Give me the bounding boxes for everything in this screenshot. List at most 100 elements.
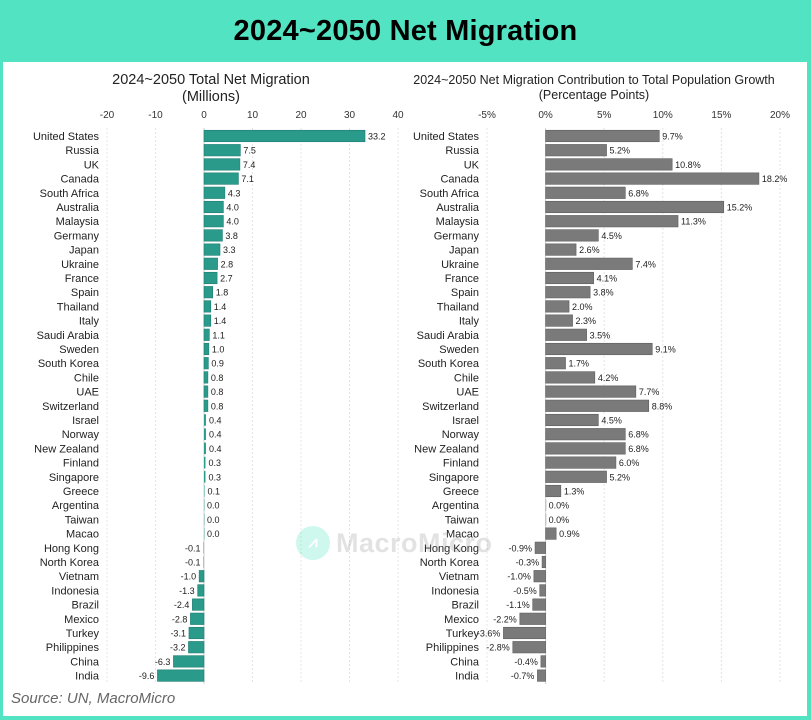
data-label: 3.5% [590, 330, 611, 340]
bar [545, 527, 557, 540]
data-label: 3.3 [223, 245, 236, 255]
bar [545, 499, 547, 511]
data-label: 0.4 [209, 444, 222, 454]
category-label: Vietnam [439, 571, 479, 583]
bar [203, 286, 214, 299]
bar [204, 499, 205, 511]
data-label: 9.1% [655, 345, 676, 355]
category-label: China [450, 656, 480, 668]
data-label: 7.4 [243, 160, 256, 170]
bar [545, 257, 633, 270]
category-label: New Zealand [34, 443, 99, 455]
category-label: Philippines [46, 642, 100, 654]
bar [204, 456, 206, 469]
bar [545, 243, 577, 256]
bar [173, 655, 205, 668]
category-label: New Zealand [414, 443, 479, 455]
category-label: Macao [446, 529, 479, 541]
data-label: -1.3 [179, 586, 195, 596]
category-label: United States [33, 131, 100, 143]
category-label: Japan [69, 245, 99, 257]
data-label: -0.7% [511, 671, 535, 681]
category-label: Brazil [451, 600, 479, 612]
bar [545, 357, 566, 370]
bar [203, 385, 209, 398]
category-label: Chile [74, 372, 99, 384]
data-label: 0.3 [208, 472, 221, 482]
category-label: Sweden [439, 344, 479, 356]
data-label: 8.8% [652, 401, 673, 411]
x-tick-label: 5% [597, 110, 612, 121]
category-label: Hong Kong [424, 543, 479, 555]
category-label: Mexico [444, 614, 479, 626]
data-label: 5.2% [610, 146, 631, 156]
bar [203, 229, 223, 242]
bar [203, 257, 218, 270]
category-label: Turkey [66, 628, 100, 640]
category-label: Norway [62, 429, 100, 441]
bar [545, 442, 626, 455]
category-label: Hong Kong [44, 543, 99, 555]
category-label: Germany [54, 230, 100, 242]
bar [203, 200, 224, 214]
data-label: 1.7% [569, 359, 590, 369]
x-tick-label: 15% [711, 110, 731, 121]
data-label: 11.3% [681, 217, 706, 227]
bar [545, 186, 626, 199]
bar [545, 229, 599, 242]
category-label: Germany [434, 230, 480, 242]
data-label: -0.4% [514, 657, 538, 667]
data-label: 1.3% [564, 487, 585, 497]
bar [512, 641, 546, 654]
bar [203, 399, 209, 412]
right-chart-title: 2024~2050 Net Migration Contribution to … [413, 73, 775, 87]
bar [545, 413, 599, 427]
category-label: Israel [452, 415, 479, 427]
data-label: -0.5% [513, 586, 537, 596]
bar [188, 641, 205, 654]
bar [545, 470, 607, 483]
bar [203, 300, 212, 313]
bar [203, 314, 212, 327]
data-label: 2.7 [220, 274, 233, 284]
category-label: South Africa [420, 188, 480, 200]
category-label: Switzerland [422, 401, 479, 413]
category-label: Saudi Arabia [37, 330, 100, 342]
category-label: Spain [451, 287, 479, 299]
page-title: 2024~2050 Net Migration [233, 14, 578, 47]
bar [545, 385, 637, 398]
category-label: United States [413, 131, 480, 143]
bar [198, 570, 205, 583]
bar [203, 342, 210, 356]
category-label: France [445, 273, 479, 285]
bar [537, 669, 546, 682]
category-label: Macao [66, 529, 99, 541]
category-label: Italy [79, 316, 100, 328]
data-label: 2.6% [579, 245, 600, 255]
category-label: Singapore [49, 472, 99, 484]
bar [533, 570, 546, 583]
data-label: 4.0 [226, 217, 239, 227]
bar [545, 158, 673, 171]
data-label: 3.8% [593, 288, 614, 298]
data-label: 6.0% [619, 458, 640, 468]
x-tick-label: 10 [247, 110, 259, 121]
bar [545, 144, 607, 157]
x-tick-label: -5% [478, 110, 496, 121]
category-label: Ukraine [61, 259, 99, 271]
data-label: -0.3% [516, 558, 540, 568]
watermark: ⩘ MacroMicro [296, 526, 493, 560]
bar [203, 172, 239, 185]
data-label: 0.0 [207, 529, 220, 539]
x-tick-label: 10% [653, 110, 673, 121]
data-label: -0.1 [185, 558, 201, 568]
bar [545, 300, 570, 313]
data-label: -1.0 [181, 572, 197, 582]
bar [545, 129, 660, 143]
category-label: Finland [443, 458, 479, 470]
x-tick-label: 0% [538, 110, 553, 121]
data-label: 33.2 [368, 132, 386, 142]
chart-line-icon: ⩘ [296, 526, 330, 560]
category-label: Thailand [437, 301, 479, 313]
